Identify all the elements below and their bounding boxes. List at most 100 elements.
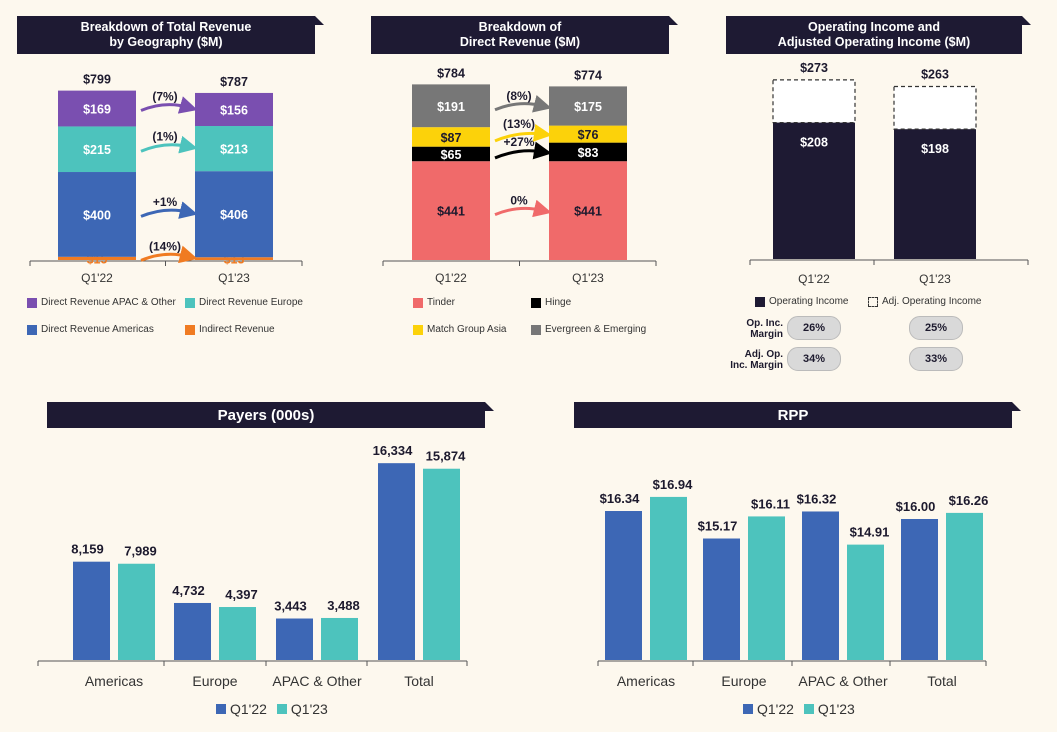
change-arrow	[140, 245, 198, 264]
data-label: $441	[437, 205, 465, 219]
geo-chart-header: Breakdown of Total Revenue by Geography …	[17, 16, 324, 54]
total-label: $799	[83, 73, 111, 87]
x-tick-label: Q1'23	[572, 271, 604, 285]
bar	[946, 512, 983, 660]
x-tick-label: Q1'22	[81, 271, 113, 285]
legend-item-hinge: Hinge	[531, 297, 571, 308]
x-tick-label: Q1'23	[919, 272, 951, 286]
opinc-chart: $208 $273 Q1'22 $198 $263 Q1'23	[749, 61, 1029, 286]
data-label: 3,443	[274, 599, 307, 614]
data-label: $263	[921, 67, 949, 81]
legend-item-mga: Match Group Asia	[413, 324, 506, 335]
data-label: $16.26	[949, 493, 989, 508]
data-label: 7,989	[124, 544, 157, 559]
bar	[901, 519, 938, 660]
data-label: $198	[921, 142, 949, 156]
data-label: 4,397	[225, 587, 258, 602]
bar-segment	[549, 125, 627, 143]
op-margin-label: Op. Inc. Margin	[746, 318, 783, 340]
bar	[650, 496, 687, 660]
change-label: 0%	[510, 194, 528, 208]
adj-margin-q122: 34%	[787, 347, 841, 371]
direct-chart-header: Breakdown of Direct Revenue ($M)	[371, 16, 678, 54]
bar-segment	[549, 86, 627, 126]
x-tick-label: Q1'22	[435, 271, 467, 285]
data-label: $16.11	[751, 496, 790, 511]
payers-legend: Q1'22 Q1'23	[216, 701, 328, 717]
data-label: $215	[83, 143, 111, 157]
legend-item-q122: Q1'22	[743, 701, 794, 717]
change-arrow	[140, 201, 198, 219]
change-label: (14%)	[149, 239, 181, 253]
bar	[748, 516, 785, 660]
bar	[276, 618, 313, 660]
x-tick-label: Total	[404, 673, 434, 689]
data-label: $208	[800, 136, 828, 150]
data-label: $406	[220, 208, 248, 222]
data-label: 4,732	[172, 583, 205, 598]
bar-segment	[412, 146, 490, 162]
bar	[321, 617, 358, 660]
data-label: $175	[574, 100, 602, 114]
bar-segment	[195, 92, 273, 127]
adj-margin-q123: 33%	[909, 347, 963, 371]
op-margin-q123: 25%	[909, 316, 963, 340]
data-label: $87	[441, 131, 462, 145]
adj-margin-label: Adj. Op. Inc. Margin	[730, 349, 783, 371]
data-label: $14.91	[850, 525, 890, 540]
total-label: $787	[220, 75, 248, 89]
x-tick-label: Americas	[617, 673, 675, 689]
legend-item-americas: Direct Revenue Americas	[27, 324, 154, 335]
bar	[847, 544, 884, 660]
bar	[73, 561, 110, 660]
bar-operating-income	[894, 129, 976, 259]
legend-item-adj-opinc: Adj. Operating Income	[868, 296, 982, 307]
bar	[219, 607, 256, 660]
change-label: (1%)	[152, 130, 177, 144]
bar-segment	[195, 126, 273, 172]
legend-item-apac: Direct Revenue APAC & Other	[27, 297, 176, 308]
change-label: +1%	[153, 195, 178, 209]
bar-segment	[58, 90, 136, 127]
data-label: $156	[220, 103, 248, 117]
bar-segment	[58, 172, 136, 257]
bar-segment	[412, 161, 490, 260]
x-tick-label: Europe	[721, 673, 766, 689]
data-label: $273	[800, 61, 828, 75]
bar	[174, 602, 211, 660]
change-label: (8%)	[506, 89, 531, 103]
bar	[703, 538, 740, 660]
bar	[378, 463, 415, 660]
change-arrow	[140, 135, 198, 154]
bar-segment	[549, 142, 627, 162]
bar	[118, 563, 155, 660]
bar-segment	[58, 256, 136, 260]
data-label: $15.17	[698, 519, 738, 534]
change-arrow	[494, 95, 552, 113]
rpp-chart: $16.34 $16.94 Americas $15.17 $16.11 Europe $1…	[597, 477, 989, 689]
change-label: +27%	[503, 135, 534, 149]
rpp-legend: Q1'22 Q1'23	[743, 701, 855, 717]
data-label: $16.00	[896, 499, 936, 514]
data-label: $65	[441, 148, 462, 162]
data-label: $400	[83, 208, 111, 222]
legend-item-q123: Q1'23	[803, 701, 855, 717]
bar-operating-income	[773, 122, 855, 259]
data-label: $169	[83, 103, 111, 117]
x-tick-label: Americas	[85, 673, 143, 689]
x-tick-label: APAC & Other	[798, 673, 888, 689]
bar-adj-operating-income	[893, 85, 977, 130]
data-label: $16.94	[653, 477, 694, 492]
data-label: $16.34	[600, 491, 641, 506]
bar-segment	[195, 171, 273, 258]
bar-segment	[412, 84, 490, 128]
total-label: $784	[437, 66, 465, 80]
legend-item-europe: Direct Revenue Europe	[185, 297, 303, 308]
data-label: 16,334	[373, 443, 414, 458]
change-arrow	[140, 96, 198, 114]
data-label: $441	[574, 205, 602, 219]
legend-item-evergreen: Evergreen & Emerging	[531, 324, 646, 335]
data-label: 15,874	[426, 449, 467, 464]
bar	[423, 468, 460, 660]
total-label: $774	[574, 68, 602, 82]
